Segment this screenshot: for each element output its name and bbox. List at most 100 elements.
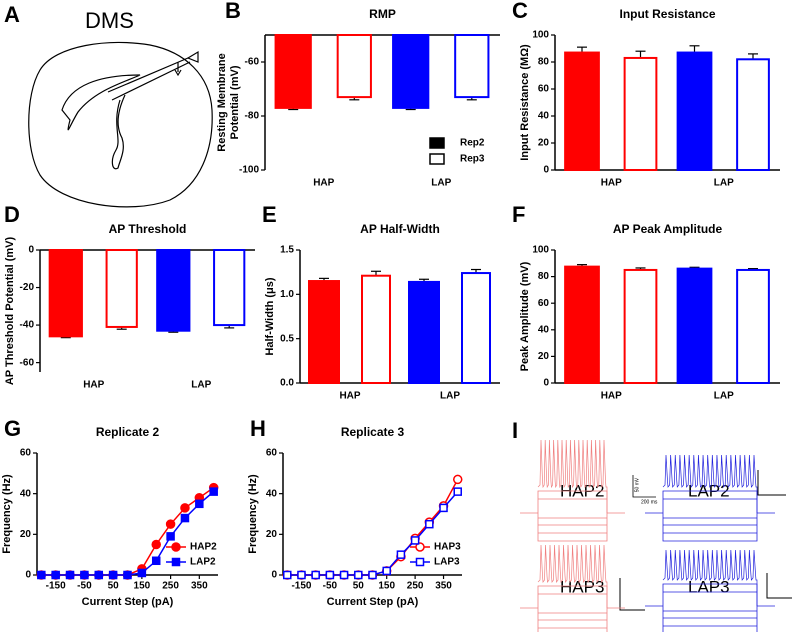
bar: [623, 268, 658, 385]
bar: [213, 249, 246, 327]
trace: [520, 490, 625, 542]
marker: [165, 519, 176, 529]
brain-diagram: [28, 41, 213, 208]
legend-marker: [415, 557, 425, 567]
marker: [151, 539, 161, 550]
y-tick-label: 0: [543, 378, 549, 389]
y-tick-label: 40: [538, 111, 550, 122]
marker: [80, 570, 89, 580]
y-axis-label: Peak Amplitude (mV): [519, 261, 531, 371]
marker: [137, 568, 147, 578]
trace-title: HAP3: [560, 577, 604, 596]
x-tick-label: -50: [77, 581, 92, 592]
x-tick-label: -50: [323, 581, 338, 592]
x-tick-label: HAP: [601, 178, 622, 189]
x-axis-label: Current Step (pA): [82, 596, 174, 608]
panel-letter: C: [512, 0, 528, 23]
panel-letter: G: [4, 416, 21, 441]
chart-title: AP Threshold: [109, 222, 187, 236]
y-tick-label: 0.0: [280, 378, 294, 389]
y-tick-label: 0.5: [280, 333, 294, 344]
y-tick-label: 60: [266, 448, 278, 459]
x-tick-label: -150: [291, 581, 311, 592]
bar: [361, 274, 391, 385]
x-tick-label: -150: [46, 581, 66, 592]
y-tick-label: 1.5: [280, 245, 294, 256]
y-tick-label: 60: [20, 448, 32, 459]
marker: [51, 570, 60, 580]
bar: [676, 51, 713, 171]
marker: [425, 519, 434, 529]
marker: [180, 513, 190, 523]
x-tick-label: 50: [108, 581, 120, 592]
x-tick-label: 350: [435, 581, 452, 592]
panel-letter: I: [512, 418, 518, 443]
scale-bar: [619, 578, 645, 611]
panel-letter: D: [4, 202, 20, 227]
bar: [336, 34, 372, 99]
x-axis-label: Current Step (pA): [327, 596, 419, 608]
trace: [662, 549, 758, 606]
y-tick-label: 40: [538, 324, 550, 335]
y-tick-label: 40: [266, 488, 278, 499]
y-tick-label: -40: [20, 320, 35, 331]
legend-label: HAP3: [434, 542, 461, 553]
marker: [283, 570, 292, 580]
chart-title: RMP: [369, 7, 396, 21]
y-tick-label: 80: [538, 57, 550, 68]
bar: [105, 249, 138, 328]
y-axis-label: Potential (mV): [229, 65, 241, 139]
bar: [454, 34, 490, 99]
bar: [48, 249, 83, 338]
y-tick-label: -60: [245, 57, 260, 68]
y-tick-label: -60: [20, 357, 35, 368]
marker: [123, 570, 132, 580]
x-tick-label: LAP: [440, 391, 460, 402]
chart-title: Input Resistance: [619, 7, 715, 21]
legend-marker: [171, 542, 181, 552]
legend-marker: [429, 153, 445, 165]
bar: [736, 58, 770, 171]
chart-title: Replicate 2: [96, 425, 160, 439]
bar: [461, 272, 491, 385]
trace: [645, 583, 775, 632]
marker: [339, 570, 349, 580]
bar: [408, 280, 440, 385]
y-tick-label: 20: [538, 138, 550, 149]
panel-letter: A: [4, 2, 20, 27]
legend-label: Rep3: [460, 154, 485, 165]
legend-marker: [415, 542, 425, 552]
marker: [195, 499, 204, 509]
panel-letter: F: [512, 202, 525, 227]
marker: [94, 570, 104, 580]
marker: [439, 503, 448, 513]
bar: [676, 267, 713, 384]
marker: [151, 556, 161, 566]
scale-bar: [757, 470, 786, 496]
bar: [623, 56, 658, 172]
legend-label: HAP2: [190, 542, 217, 553]
marker: [354, 570, 363, 580]
bar: [564, 51, 600, 171]
y-tick-label: 60: [538, 84, 550, 95]
y-tick-label: 20: [20, 529, 32, 540]
marker: [452, 474, 463, 485]
scale-label: 200 ms: [641, 499, 658, 505]
marker: [396, 550, 406, 559]
legend-marker: [429, 137, 445, 149]
y-axis-label: Resting Membrane: [216, 53, 228, 151]
y-tick-label: 0: [271, 570, 277, 581]
bar: [274, 34, 312, 109]
marker: [180, 503, 190, 513]
panel-letter: H: [250, 416, 266, 441]
bar: [564, 265, 600, 384]
chart-title: AP Half-Width: [360, 222, 440, 236]
panel-letter: E: [262, 202, 277, 227]
y-tick-label: 0: [25, 570, 31, 581]
trace: [537, 439, 608, 513]
marker: [311, 570, 320, 580]
y-tick-label: 60: [538, 298, 550, 309]
marker: [410, 536, 420, 545]
bar: [392, 34, 430, 109]
chart-title: Replicate 3: [341, 425, 405, 439]
